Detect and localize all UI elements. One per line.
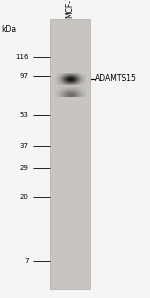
Text: 7: 7 bbox=[24, 258, 28, 264]
Text: 37: 37 bbox=[20, 143, 28, 149]
Text: 97: 97 bbox=[20, 73, 28, 79]
Bar bbox=[50, 19, 90, 289]
Text: 53: 53 bbox=[20, 112, 28, 118]
Text: 116: 116 bbox=[15, 54, 28, 60]
Text: 29: 29 bbox=[20, 165, 28, 171]
Text: kDa: kDa bbox=[2, 25, 17, 34]
Text: MCF-7: MCF-7 bbox=[65, 0, 74, 18]
Text: ADAMTS15: ADAMTS15 bbox=[95, 74, 137, 83]
Text: 20: 20 bbox=[20, 194, 28, 200]
